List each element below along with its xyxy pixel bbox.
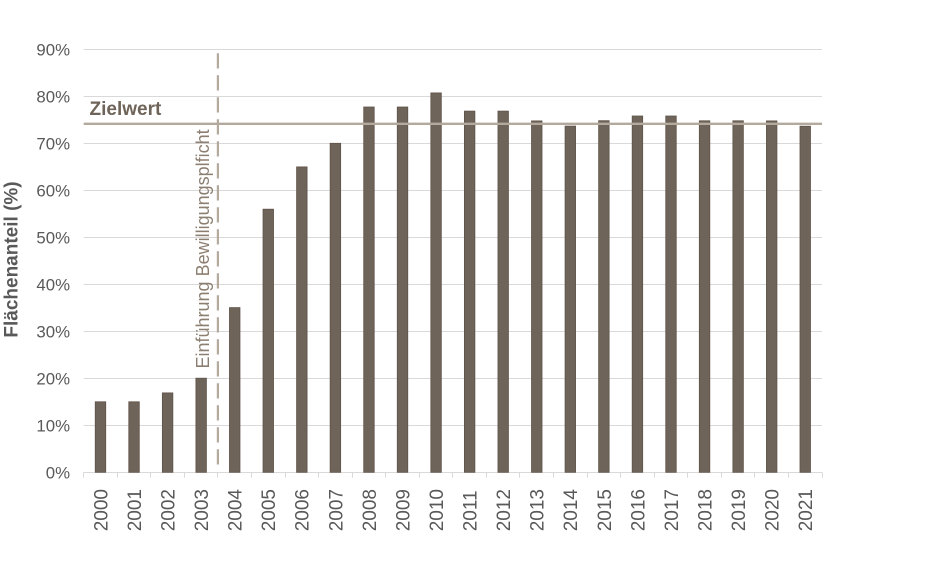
svg-text:2020: 2020 — [763, 489, 784, 531]
svg-text:Flächenanteil (%): Flächenanteil (%) — [2, 181, 23, 337]
svg-text:2014: 2014 — [561, 489, 582, 532]
svg-text:2021: 2021 — [796, 489, 817, 531]
svg-text:2009: 2009 — [393, 489, 414, 531]
svg-text:2011: 2011 — [461, 490, 482, 531]
svg-text:60%: 60% — [36, 181, 70, 200]
svg-text:2001: 2001 — [125, 489, 146, 531]
svg-text:2004: 2004 — [226, 489, 247, 532]
svg-text:30%: 30% — [36, 322, 70, 341]
svg-text:2018: 2018 — [696, 489, 717, 531]
svg-text:50%: 50% — [36, 228, 70, 247]
svg-text:2003: 2003 — [192, 489, 213, 531]
svg-text:2012: 2012 — [494, 489, 515, 531]
svg-text:Zielwert: Zielwert — [90, 99, 162, 120]
svg-text:2016: 2016 — [628, 489, 649, 531]
svg-text:2017: 2017 — [662, 489, 683, 531]
svg-text:0%: 0% — [46, 463, 70, 482]
svg-text:80%: 80% — [36, 87, 70, 106]
svg-text:2019: 2019 — [729, 489, 750, 531]
svg-text:2008: 2008 — [360, 489, 381, 531]
svg-text:40%: 40% — [36, 275, 70, 294]
svg-text:2006: 2006 — [293, 489, 314, 531]
svg-text:2013: 2013 — [528, 489, 549, 531]
svg-text:2000: 2000 — [91, 489, 112, 531]
svg-text:2002: 2002 — [159, 489, 180, 531]
svg-text:90%: 90% — [36, 40, 70, 59]
svg-text:2005: 2005 — [259, 489, 280, 531]
svg-text:2010: 2010 — [427, 489, 448, 531]
svg-text:Einführung Bewilligungsplficht: Einführung Bewilligungsplficht — [193, 129, 213, 368]
svg-text:2015: 2015 — [595, 489, 616, 531]
svg-text:70%: 70% — [36, 134, 70, 153]
svg-text:10%: 10% — [36, 416, 70, 435]
svg-text:20%: 20% — [36, 369, 70, 388]
svg-text:2007: 2007 — [326, 489, 347, 531]
